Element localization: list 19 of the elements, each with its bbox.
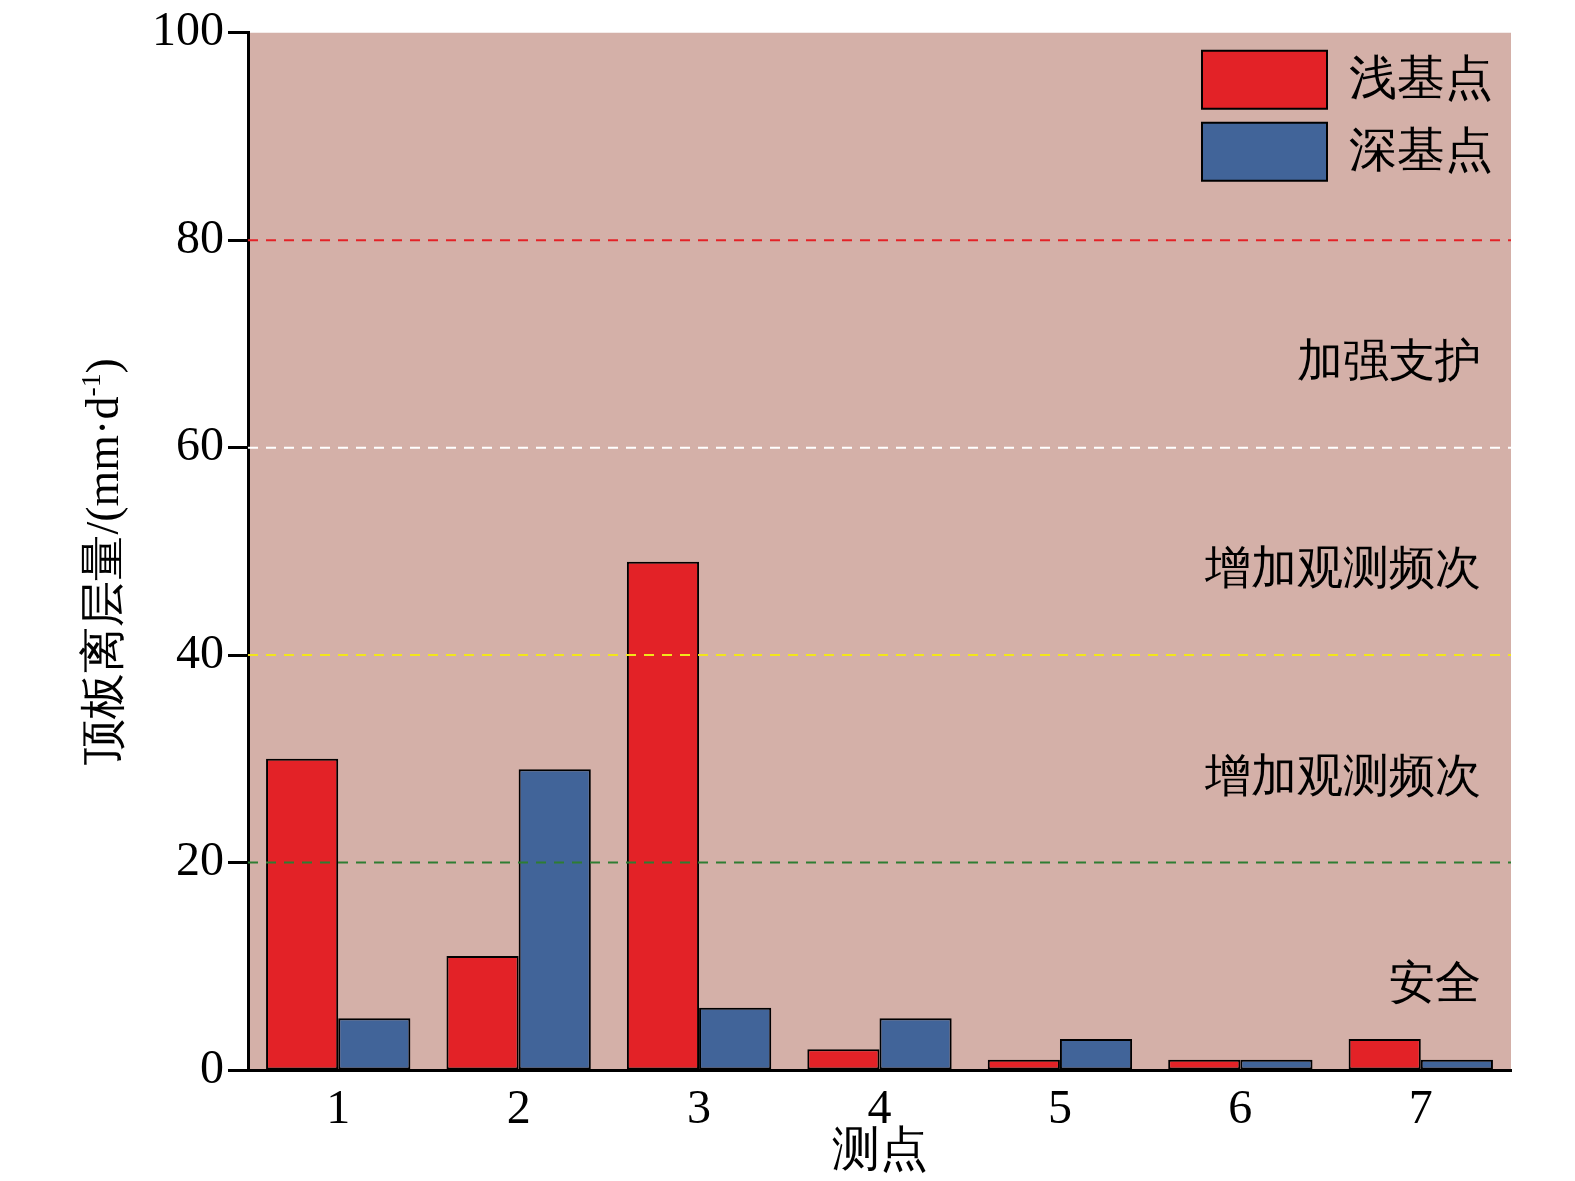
y-tick-label: 40 xyxy=(176,624,224,678)
annotation: 增加观测频次 xyxy=(1204,542,1481,594)
y-tick-label: 60 xyxy=(176,417,224,471)
x-tick-label: 6 xyxy=(1228,1080,1253,1134)
y-tick-label: 20 xyxy=(176,832,224,886)
y-axis-title: 顶板离层量/(mm·d-1) xyxy=(74,358,128,765)
legend-label: 深基点 xyxy=(1349,123,1493,177)
x-tick-label: 3 xyxy=(687,1080,712,1134)
x-tick-label: 5 xyxy=(1047,1080,1072,1134)
legend-label: 浅基点 xyxy=(1349,51,1493,105)
x-tick-label: 2 xyxy=(506,1080,531,1134)
x-tick-label: 7 xyxy=(1408,1080,1433,1134)
annotation: 安全 xyxy=(1389,957,1481,1009)
x-tick-label: 1 xyxy=(326,1080,351,1134)
annotation: 增加观测频次 xyxy=(1204,749,1481,801)
annotation: 加强支护 xyxy=(1297,335,1481,387)
y-tick-label: 0 xyxy=(200,1039,224,1093)
y-tick-label: 80 xyxy=(176,209,224,263)
y-tick-label: 100 xyxy=(152,2,224,56)
